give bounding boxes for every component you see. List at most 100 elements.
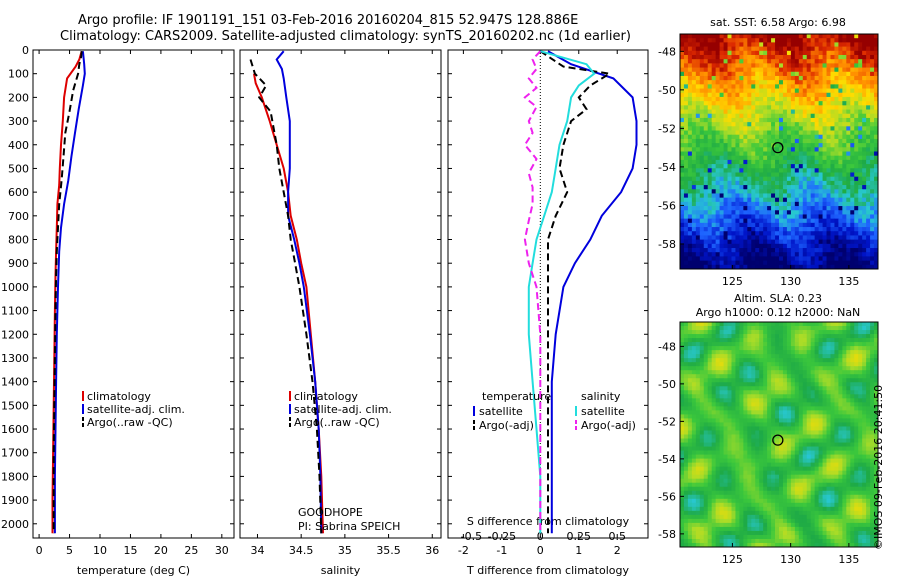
heat-cell [747,151,752,157]
heat-cell [719,227,724,232]
heat-cell [759,164,764,169]
heat-cell [751,227,756,232]
heat-cell [680,390,685,395]
heat-cell [854,231,859,236]
heat-cell [731,92,736,98]
heat-cell [834,256,839,262]
heat-cell [743,362,748,367]
heat-cell [806,362,812,367]
heat-cell [715,101,720,106]
heat-cell [838,130,843,136]
heat-cell [866,338,871,343]
heat-cell [794,54,800,60]
heat-cell [842,168,847,173]
heat-cell [767,466,772,472]
heat-cell [735,402,740,407]
heat-cell [798,38,804,43]
heat-cell [719,172,724,178]
heat-cell [751,75,756,81]
heat-cell [683,80,689,85]
heat-cell [834,164,839,169]
heat-cell [699,172,705,178]
heat-cell [763,239,768,245]
heat-cell [790,470,796,476]
heat-cell [834,75,839,81]
heat-cell [806,218,812,224]
heat-cell [842,172,847,178]
heat-cell [790,346,796,351]
heat-cell [739,239,744,245]
heat-cell [814,189,819,194]
heat-cell [731,101,736,106]
heat-cell [751,414,756,419]
heat-cell [719,430,724,435]
heat-cell [842,180,847,186]
heat-cell [751,176,756,182]
heat-cell [719,155,724,161]
heat-cell [858,71,863,77]
heat-cell [802,260,808,266]
heat-cell [830,84,835,89]
heat-cell [687,172,693,178]
heat-cell [838,34,843,39]
heat-cell [715,378,720,383]
heat-cell [747,143,752,148]
heat-cell [846,370,851,375]
heat-cell [794,113,800,119]
heat-cell [779,414,784,419]
heat-cell [850,180,855,186]
heat-cell [739,338,744,343]
heat-cell [691,342,697,347]
heat-cell [794,42,800,47]
heat-cell [782,358,788,363]
heat-cell [759,394,764,399]
heat-cell [695,402,701,407]
heat-cell [826,38,831,43]
heat-cell [723,346,728,351]
heat-cell [731,75,736,81]
heat-cell [767,168,772,173]
heat-cell [830,378,835,383]
heat-cell [691,450,697,455]
heat-cell [771,168,776,173]
heat-cell [842,138,847,144]
heat-cell [715,394,720,399]
heat-cell [870,378,875,383]
heat-cell [775,358,780,363]
heat-cell [711,92,717,98]
heat-cell [695,210,701,215]
heat-cell [747,71,752,77]
heat-cell [862,462,867,468]
heat-cell [874,434,879,439]
heat-cell [782,398,788,403]
heat-cell [870,390,875,395]
heat-cell [723,322,728,327]
heat-cell [735,426,740,431]
heat-cell [719,264,724,270]
heat-cell [743,59,748,64]
heat-cell [755,410,760,415]
heat-cell [755,67,760,73]
heat-cell [790,189,796,194]
heat-cell [830,109,835,115]
heat-cell [707,59,713,64]
heat-cell [850,193,855,199]
heat-cell [866,326,871,331]
heat-cell [874,450,879,455]
heat-cell [798,366,804,371]
heat-cell [763,130,768,136]
heat-cell [786,54,792,60]
heat-cell [874,370,879,375]
heat-cell [695,406,701,411]
heat-cell [707,176,713,182]
heat-cell [854,438,859,443]
y-tick-label: -50 [658,84,676,97]
heat-cell [715,454,720,460]
heat-cell [743,206,748,211]
heat-cell [846,382,851,387]
heat-cell [751,130,756,136]
heat-cell [786,458,792,464]
heat-cell [707,322,713,327]
heat-cell [715,350,720,355]
heat-cell [786,402,792,407]
